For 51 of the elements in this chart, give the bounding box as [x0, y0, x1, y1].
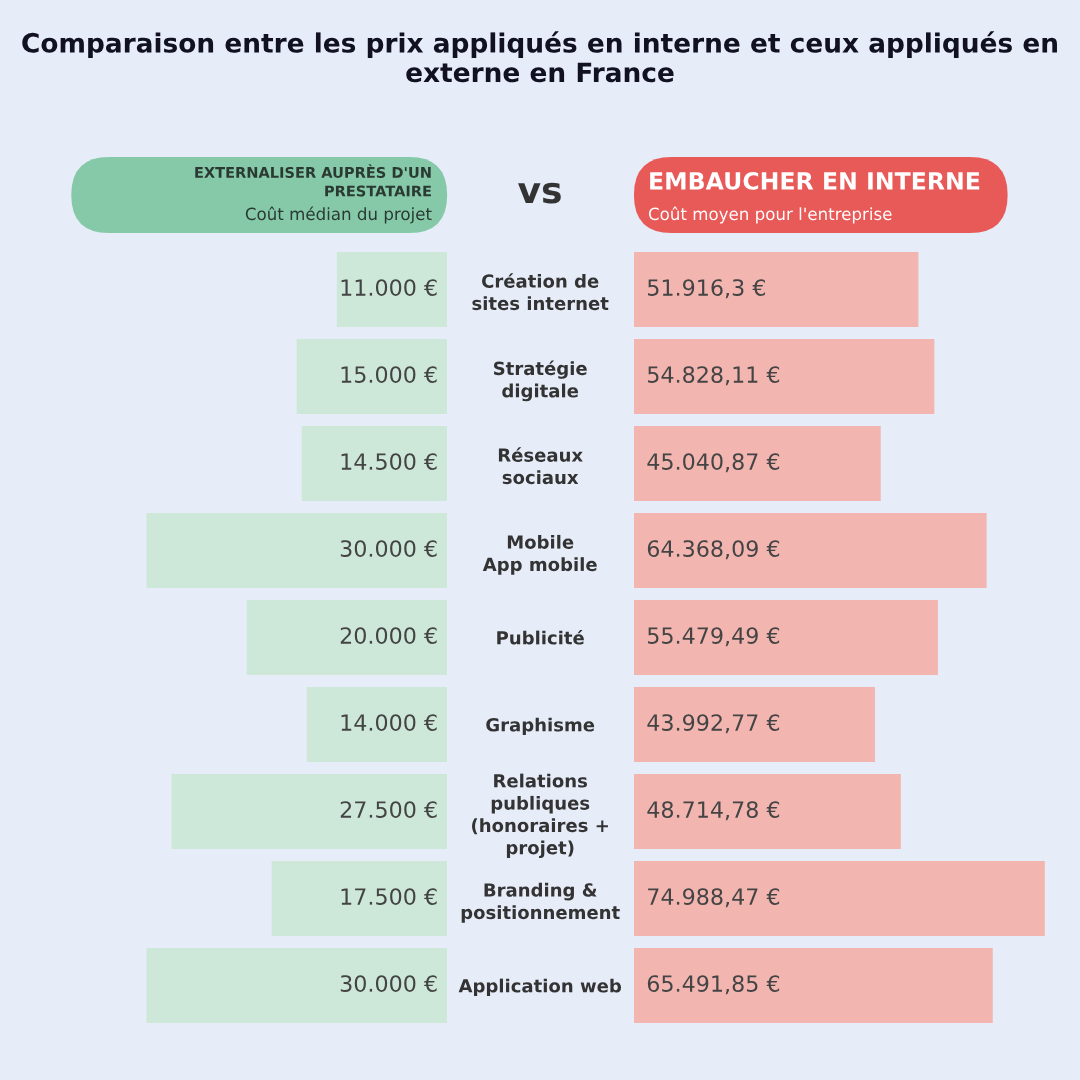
- bar: [633, 252, 919, 327]
- bar: [633, 948, 993, 1023]
- data-label: 14.000 €: [341, 714, 437, 731]
- bar: [271, 861, 448, 936]
- bar: [633, 426, 881, 501]
- bar: [171, 774, 448, 849]
- bar: [633, 600, 938, 675]
- data-label: 11.000 €: [341, 279, 437, 296]
- y-tick-label: Application web: [458, 978, 622, 997]
- bar: [306, 687, 448, 762]
- y-tick-label: Branding & positionnement: [461, 882, 620, 923]
- text: EXTERNALISER AUPRÈS D'UN PRESTATAIRE: [195, 164, 431, 197]
- bar: [146, 513, 448, 588]
- data-label: 65.491,85 €: [647, 975, 780, 995]
- data-label: 54.828,11 €: [648, 366, 780, 386]
- data-label: 15.000 €: [341, 366, 437, 383]
- y-tick-label: Mobile App mobile: [482, 534, 597, 575]
- data-label: 30.000 €: [340, 975, 437, 992]
- data-label: 14.500 €: [341, 453, 437, 470]
- bar: [633, 861, 1045, 936]
- data-label: 43.992,77 €: [647, 714, 780, 734]
- text: EMBAUCHER EN INTERNE: [650, 171, 980, 190]
- data-label: 74.988,47 €: [648, 888, 780, 908]
- data-label: 48.714,78 €: [647, 801, 780, 821]
- bar: [633, 774, 901, 849]
- data-label: 17.500 €: [341, 888, 437, 905]
- y-tick-label: Création de sites internet: [472, 273, 609, 311]
- text: Coût moyen pour l'entreprise: [648, 206, 892, 224]
- y-tick-label: Graphisme: [486, 717, 595, 736]
- y-tick-label: Réseaux sociaux: [498, 447, 583, 485]
- bar: [633, 339, 935, 414]
- y-tick-label: Stratégie digitale: [493, 360, 587, 402]
- text: Coût médian du projet: [245, 206, 432, 224]
- bar: [246, 600, 448, 675]
- data-label: 27.500 €: [340, 801, 437, 818]
- data-label: 20.000 €: [340, 627, 437, 644]
- bar: [633, 513, 987, 588]
- bar: [296, 339, 448, 414]
- text: vs: [518, 182, 561, 204]
- text: Comparaison entre les prix appliqués en interne et ceux appliqués en externe en France: [22, 31, 1057, 83]
- y-tick-label: Publicité: [497, 629, 584, 645]
- data-label: 51.916,3 €: [648, 279, 765, 299]
- y-tick-label: Relations publiques (honoraires + projet): [472, 773, 608, 859]
- data-label: 55.479,49 €: [648, 627, 780, 647]
- bar: [146, 948, 448, 1023]
- data-label: 30.000 €: [340, 540, 437, 557]
- data-label: 45.040,87 €: [647, 453, 780, 473]
- bar: [336, 252, 448, 327]
- bar: [633, 687, 875, 762]
- data-label: 64.368,09 €: [647, 540, 780, 560]
- bar: [301, 426, 448, 501]
